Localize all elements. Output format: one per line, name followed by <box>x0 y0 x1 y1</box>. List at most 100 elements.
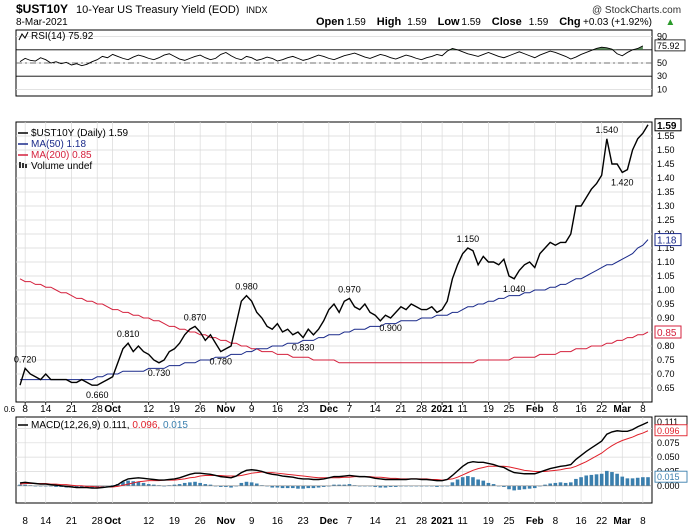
price-tick-label: 1.00 <box>657 285 675 295</box>
ohlc-chg-label: Chg <box>559 16 580 28</box>
macd-histogram-bar <box>373 485 377 487</box>
macd-value-label: 0.015 <box>657 472 680 482</box>
ma200-line <box>19 278 649 364</box>
symbol-description: 10-Year US Treasury Yield (EOD) <box>76 4 239 16</box>
x-tick-label: 28 <box>92 404 104 415</box>
macd-histogram-bar <box>18 484 22 486</box>
x-tick-label: Nov <box>216 404 235 415</box>
macd-x-tick-label: 22 <box>596 516 608 527</box>
price-tick-label: 1.50 <box>657 145 675 155</box>
chg-up-icon: ▲ <box>665 17 675 28</box>
macd-histogram-bar <box>476 479 480 486</box>
price-annotation: 0.720 <box>14 354 37 364</box>
ohlc-open-value: 1.59 <box>346 17 366 28</box>
macd-histogram-bar <box>275 485 280 488</box>
exchange-label: INDX <box>246 5 268 15</box>
macd-histogram-bar <box>342 484 347 486</box>
rsi-overbought-fill <box>632 45 643 50</box>
x-tick-label: 16 <box>576 404 588 415</box>
price-value-label: 0.85 <box>657 328 677 339</box>
macd-histogram-bar <box>172 484 177 486</box>
macd-legend-label: MACD(12,26,9) 0.111, 0.096, 0.015 <box>31 420 188 431</box>
macd-histogram-bar <box>301 485 305 489</box>
price-annotation: 0.980 <box>235 282 258 292</box>
x-tick-label: 8 <box>640 404 646 415</box>
macd-histogram-bar <box>599 473 604 486</box>
macd-histogram-bar <box>486 482 491 486</box>
macd-histogram-bar <box>131 481 136 486</box>
macd-x-tick-label: 28 <box>92 516 104 527</box>
rsi-line <box>19 45 644 67</box>
rsi-tick-label: 10 <box>657 84 667 94</box>
macd-legend-title: MACD(12,26,9) <box>31 420 103 431</box>
macd-histogram-bar <box>620 476 625 486</box>
macd-histogram-bar <box>285 485 290 489</box>
macd-histogram-bar <box>249 482 254 486</box>
macd-x-tick-label: 8 <box>553 516 559 527</box>
macd-x-tick-label: Mar <box>613 516 631 527</box>
macd-histogram-bar <box>347 484 352 486</box>
macd-x-tick-label: 8 <box>22 516 28 527</box>
macd-legend-macd: 0.111, <box>103 420 132 431</box>
macd-histogram-bar <box>239 482 244 486</box>
price-tick-label: 1.10 <box>657 257 675 267</box>
macd-histogram-bar <box>136 481 141 486</box>
macd-histogram-bar <box>332 484 336 486</box>
x-tick-label: 19 <box>169 404 181 415</box>
macd-histogram-bar <box>527 485 532 489</box>
macd-x-tick-label: 7 <box>347 516 353 527</box>
macd-histogram-bar <box>141 482 146 486</box>
legend-label: Volume undef <box>31 161 92 172</box>
macd-histogram-bar <box>646 477 650 486</box>
macd-histogram-bar <box>388 485 393 487</box>
x-tick-label: Mar <box>613 404 631 415</box>
macd-histogram-bar <box>193 481 197 486</box>
macd-histogram-bar <box>502 485 506 487</box>
ohlc-chg-value: +0.03 (+1.92%) <box>583 17 652 28</box>
price-tick-label: 1.25 <box>657 215 675 225</box>
macd-histogram-bar <box>522 485 527 490</box>
macd-histogram-bar <box>491 484 496 486</box>
rsi-value-box <box>654 39 686 52</box>
macd-histogram-bar <box>23 484 27 486</box>
macd-histogram-bar <box>512 485 516 491</box>
price-panel: 0.65 0.70 0.75 0.80 0.85 0.90 0.95 1.00 1.05 1.10… <box>4 118 682 415</box>
macd-x-tick-label: Feb <box>526 516 544 527</box>
macd-histogram-bar <box>177 484 182 486</box>
macd-histogram-bar <box>218 485 223 487</box>
macd-histogram-bar <box>280 485 285 489</box>
macd-histogram-bar <box>641 477 645 486</box>
price-tick-label: 1.55 <box>657 131 675 141</box>
macd-histogram-bar <box>208 484 213 486</box>
macd-histogram-bar <box>198 482 202 486</box>
macd-histogram-bar <box>460 477 465 486</box>
x-tick-label: 28 <box>416 404 428 415</box>
x-tick-label: Oct <box>104 404 121 415</box>
macd-histogram-bar <box>229 485 233 488</box>
price-annotation: 0.830 <box>292 343 315 353</box>
ohlc-open-label: Open <box>316 16 344 28</box>
macd-x-tick-label: 2021 <box>431 516 454 527</box>
price-tick-label: 1.15 <box>657 243 675 253</box>
macd-x-tick-label: Nov <box>216 516 235 527</box>
macd-histogram-bar <box>568 482 573 486</box>
macd-value-box <box>654 470 688 483</box>
macd-histogram-bar <box>203 484 208 486</box>
macd-histogram-bar <box>393 485 398 487</box>
macd-histogram-bar <box>146 484 151 486</box>
x-tick-label: 23 <box>298 404 310 415</box>
macd-value-box <box>654 424 688 437</box>
price-annotation: 1.540 <box>596 125 619 135</box>
x-tick-label: 8 <box>553 404 559 415</box>
macd-value-label: 0.111 <box>657 417 678 427</box>
x-tick-label: 14 <box>40 404 52 415</box>
macd-panel: 0.1000.0750.0500.0250.0008142128Oct12192… <box>15 415 688 527</box>
ohlc-high-value: 1.59 <box>407 17 427 28</box>
symbol-title: $UST10Y <box>16 2 68 16</box>
macd-histogram-bar <box>188 482 192 486</box>
macd-histogram-bar <box>79 485 84 488</box>
x-tick-label: 19 <box>483 404 495 415</box>
macd-histogram-bar <box>224 485 228 487</box>
